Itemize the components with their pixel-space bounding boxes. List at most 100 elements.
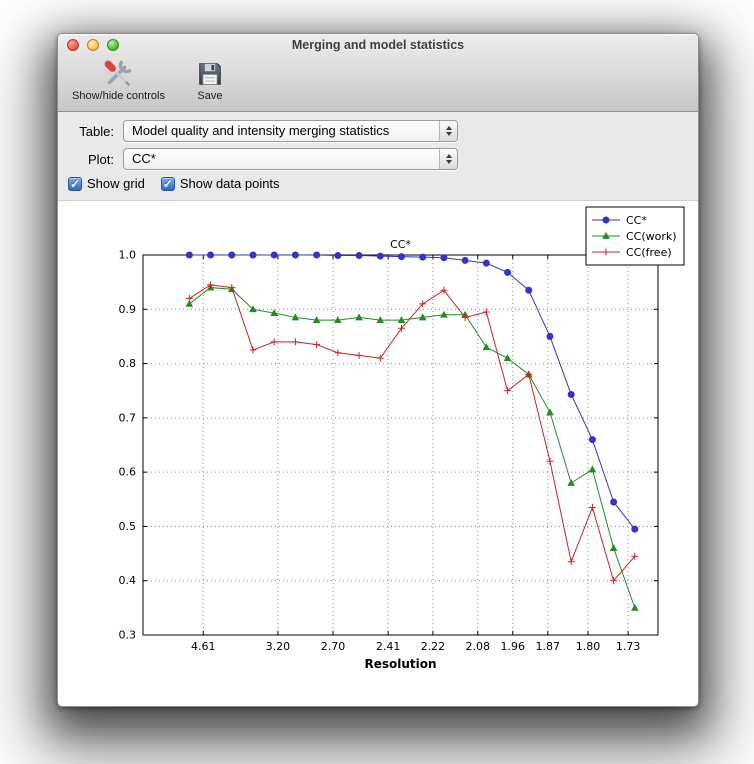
zoom-button[interactable] [107, 39, 119, 51]
y-tick-label: 0.5 [119, 520, 137, 533]
plot-border [142, 254, 659, 636]
x-tick-label: 2.41 [376, 640, 401, 653]
marker-triangle [249, 305, 257, 313]
marker-circle [376, 252, 384, 260]
show-grid-label: Show grid [87, 176, 145, 191]
marker-triangle [546, 408, 554, 416]
y-tick-label: 0.9 [119, 303, 137, 316]
stepper-arrows-icon [439, 149, 457, 169]
marker-triangle [602, 232, 610, 239]
tool-label: Show/hide controls [72, 90, 165, 102]
marker-triangle [418, 313, 427, 321]
marker-triangle [567, 479, 575, 486]
table-label: Table: [79, 123, 114, 139]
x-tick-label: 4.61 [191, 640, 216, 653]
marker-triangle [355, 313, 363, 321]
legend-label: CC* [626, 214, 647, 227]
marker-circle [588, 436, 596, 444]
x-tick-label: 3.20 [266, 640, 291, 653]
window-chrome: Merging and model statistics Show/hide c… [58, 34, 698, 112]
toolbar: Show/hide controls [58, 56, 698, 111]
marker-circle [546, 332, 554, 340]
marker-triangle [397, 316, 406, 324]
table-select[interactable]: Model quality and intensity merging stat… [123, 120, 458, 142]
close-button[interactable] [67, 39, 79, 51]
marker-circle [291, 251, 299, 259]
legend-label: CC(free) [626, 246, 672, 259]
x-axis-label: Resolution [364, 657, 436, 671]
checkbox-row: Show grid Show data points [68, 176, 688, 191]
chart-title: CC* [390, 238, 411, 251]
x-tick-label: 2.70 [321, 640, 346, 653]
marker-circle [482, 259, 490, 267]
marker-circle [207, 251, 215, 259]
y-tick-label: 0.4 [119, 574, 137, 587]
marker-circle [602, 216, 610, 224]
marker-circle [334, 252, 342, 260]
marker-circle [440, 254, 448, 262]
marker-triangle [334, 316, 342, 324]
plot-row: Plot: CC* [68, 148, 688, 170]
x-tick-label: 1.87 [536, 640, 561, 653]
show-grid-checkbox[interactable]: Show grid [68, 176, 145, 191]
plot-select[interactable]: CC* [123, 148, 458, 170]
y-tick-label: 0.7 [119, 411, 137, 424]
marker-triangle [503, 354, 512, 362]
x-tick-label: 1.96 [501, 640, 526, 653]
marker-circle [504, 268, 512, 276]
y-tick-label: 0.6 [119, 466, 137, 479]
y-tick-label: 0.3 [119, 629, 137, 642]
x-tick-label: 1.73 [616, 640, 641, 653]
save-icon [195, 59, 225, 89]
app-window: Merging and model statistics Show/hide c… [57, 33, 699, 707]
checkmark-icon [68, 176, 82, 191]
table-row: Table: Model quality and intensity mergi… [68, 120, 688, 142]
marker-triangle [270, 309, 279, 316]
show-data-points-label: Show data points [179, 176, 280, 191]
marker-circle [397, 253, 405, 261]
marker-circle [270, 251, 278, 259]
tool-label: Save [197, 90, 223, 102]
plot-select-value: CC* [132, 151, 156, 166]
x-tick-label: 2.22 [421, 640, 446, 653]
show-hide-controls-button[interactable]: Show/hide controls [72, 59, 165, 102]
marker-triangle [376, 316, 385, 324]
marker-circle [313, 251, 321, 259]
window-title: Merging and model statistics [291, 38, 465, 52]
series-line-CC(free) [189, 284, 636, 582]
marker-circle [185, 251, 193, 259]
marker-circle [525, 286, 533, 294]
marker-triangle [631, 603, 639, 611]
controls-panel: Table: Model quality and intensity mergi… [58, 112, 698, 201]
legend-label: CC(work) [626, 230, 677, 243]
series-line-CC(work) [189, 287, 636, 609]
chart-area: 4.61 3.20 2.70 2.41 2.22 2.08 1.96 1.87 1.80 1.73… [58, 201, 698, 680]
checkmark-icon [160, 176, 175, 191]
marker-triangle [312, 316, 321, 324]
y-tick-label: 1.0 [119, 249, 137, 262]
marker-triangle [588, 465, 597, 473]
marker-triangle [440, 310, 448, 318]
marker-triangle [609, 544, 618, 552]
stepper-arrows-icon [439, 121, 457, 141]
y-tick-label: 0.8 [119, 357, 137, 370]
series-line-CC* [189, 254, 636, 530]
marker-circle [631, 525, 639, 533]
save-button[interactable]: Save [195, 59, 225, 102]
marker-triangle [185, 299, 194, 307]
plot-label: Plot: [87, 151, 114, 167]
chart-svg[interactable]: 4.61 3.20 2.70 2.41 2.22 2.08 1.96 1.87 1.80 1.73… [68, 205, 688, 675]
marker-circle [419, 253, 427, 261]
tools-icon [103, 59, 133, 89]
table-select-value: Model quality and intensity merging stat… [132, 123, 390, 138]
x-tick-label: 2.08 [466, 640, 491, 653]
x-tick-label: 1.80 [576, 640, 601, 653]
marker-circle [228, 251, 236, 259]
show-data-points-checkbox[interactable]: Show data points [160, 176, 280, 191]
traffic-lights [67, 39, 119, 51]
marker-circle [249, 251, 257, 259]
minimize-button[interactable] [87, 39, 99, 51]
marker-triangle [291, 313, 300, 321]
marker-circle [461, 256, 469, 264]
titlebar[interactable]: Merging and model statistics [58, 34, 698, 56]
